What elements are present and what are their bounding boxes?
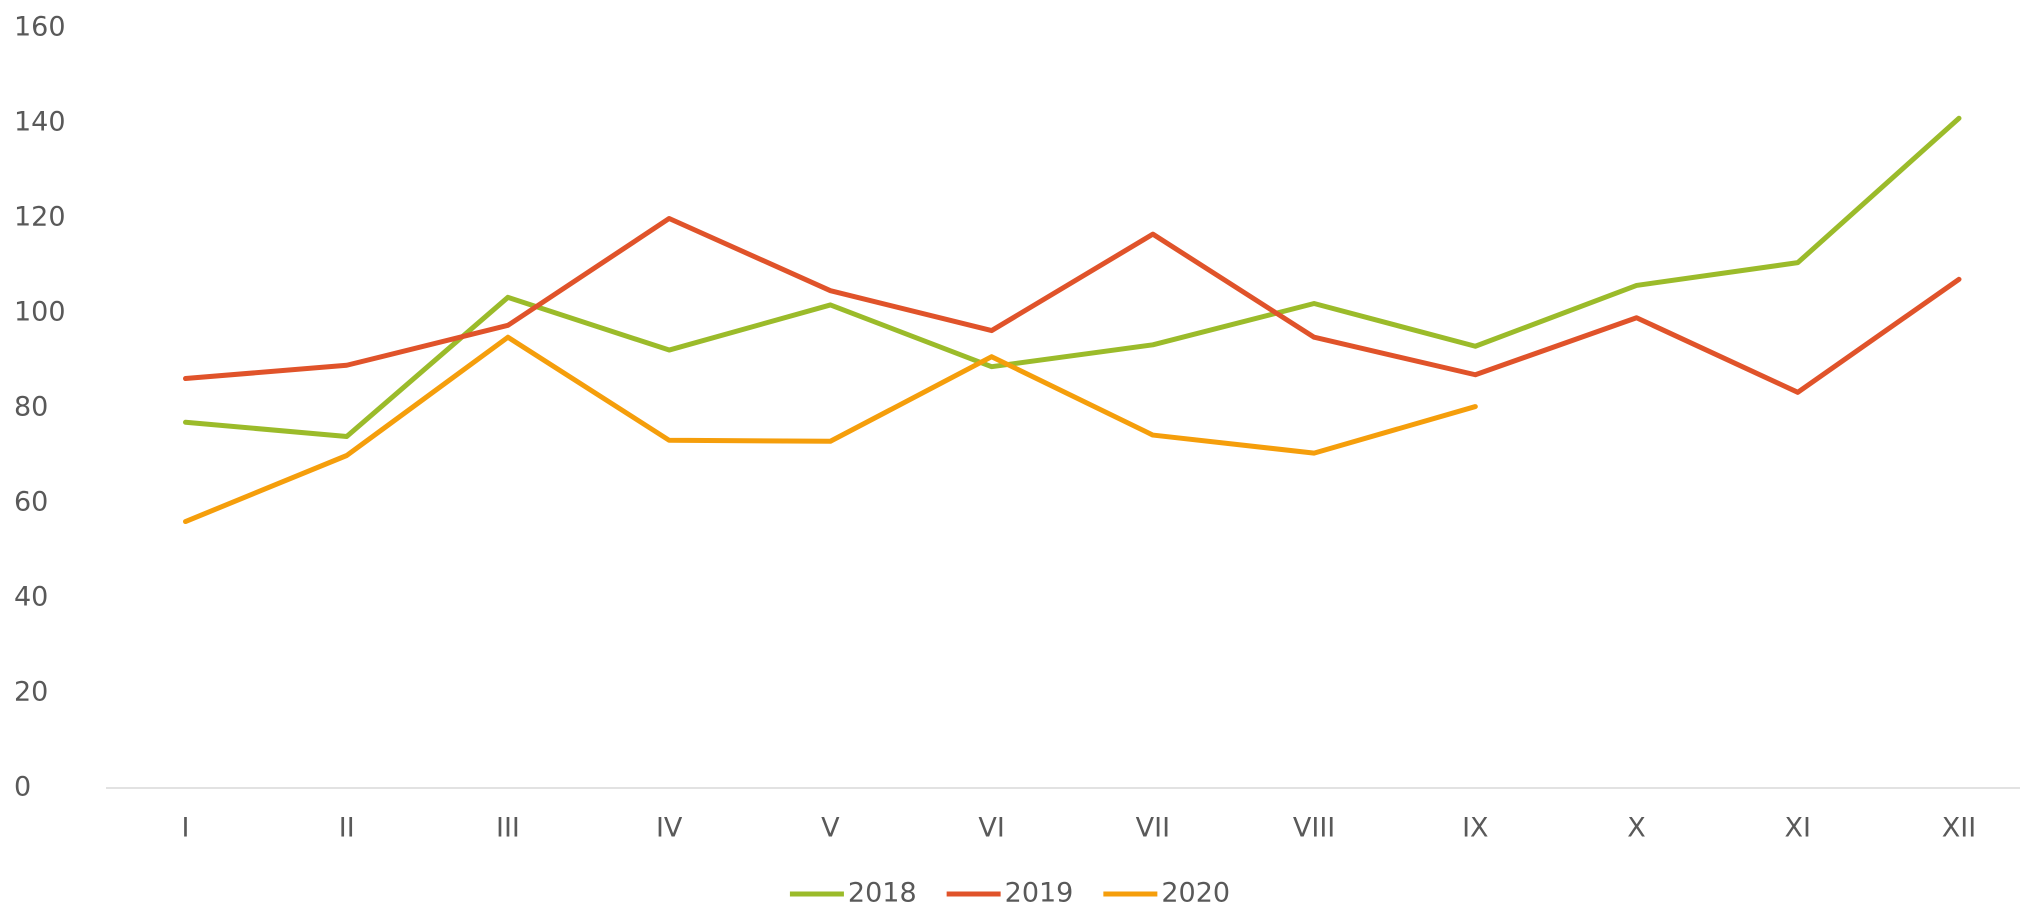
x-tick-label: XII xyxy=(1942,813,1976,844)
x-tick-label: V xyxy=(821,813,840,844)
x-tick-label: IV xyxy=(656,813,683,844)
x-tick-label: VI xyxy=(978,813,1004,844)
x-tick-label: XI xyxy=(1785,813,1811,844)
legend-label: 2018 xyxy=(848,878,917,909)
x-tick-label: IX xyxy=(1462,813,1488,844)
y-tick-label: 20 xyxy=(14,677,48,708)
x-tick-label: II xyxy=(339,813,355,844)
x-tick-label: III xyxy=(496,813,520,844)
y-tick-label: 80 xyxy=(14,392,48,423)
x-tick-label: I xyxy=(182,813,190,844)
x-tick-label: X xyxy=(1627,813,1646,844)
series-line xyxy=(183,334,1478,525)
legend-label: 2019 xyxy=(1005,878,1074,909)
series-line xyxy=(183,215,1962,395)
y-tick-label: 140 xyxy=(14,107,66,138)
y-tick-label: 0 xyxy=(14,772,31,803)
x-tick-label: VII xyxy=(1136,813,1170,844)
y-tick-label: 40 xyxy=(14,582,48,613)
y-tick-label: 60 xyxy=(14,487,48,518)
y-tick-label: 160 xyxy=(14,12,66,43)
y-tick-label: 100 xyxy=(14,297,66,328)
legend-label: 2020 xyxy=(1161,878,1230,909)
x-tick-label: VIII xyxy=(1293,813,1335,844)
y-tick-label: 120 xyxy=(14,202,66,233)
series-line xyxy=(183,115,1962,439)
